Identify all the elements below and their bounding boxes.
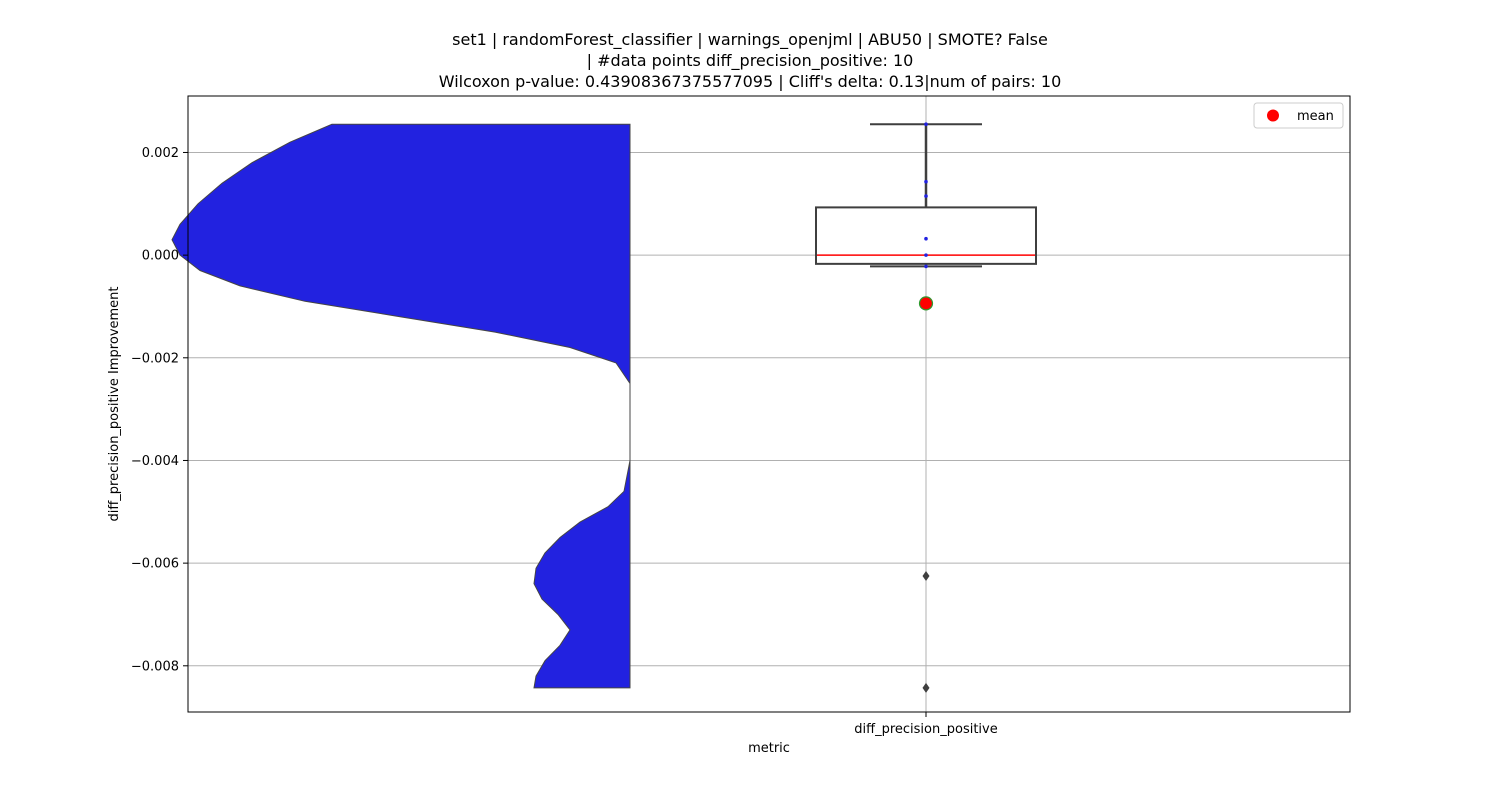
chart-title-line-3: Wilcoxon p-value: 0.43908367375577095 | … xyxy=(438,72,1062,91)
y-tick-label: −0.002 xyxy=(131,351,179,366)
legend-frame xyxy=(1253,102,1344,129)
axis-layer: 0.002 0.000 −0.002 −0.004 −0.006 −0.008 diff_p… xyxy=(131,146,998,737)
y-tick-label: 0.002 xyxy=(142,146,179,161)
legend: mean xyxy=(1253,102,1344,129)
data-point xyxy=(924,179,928,184)
y-axis-label: diff_precision_positive Improvement xyxy=(107,286,122,521)
box-layer xyxy=(815,122,1037,693)
mean-marker xyxy=(918,296,934,311)
data-point xyxy=(924,264,928,269)
x-axis-label: metric xyxy=(748,741,790,756)
data-point xyxy=(924,236,928,241)
y-tick-label: −0.004 xyxy=(131,454,179,469)
plot-frame xyxy=(187,95,1351,713)
violin-body xyxy=(171,123,631,689)
chart-title-line-2: | #data points diff_precision_positive: … xyxy=(586,51,914,70)
legend-mean-marker xyxy=(1267,109,1279,122)
chart-title-line-1: set1 | randomForest_classifier | warning… xyxy=(452,30,1048,49)
outlier-point xyxy=(922,570,930,581)
outlier-point xyxy=(922,682,930,693)
data-point xyxy=(924,253,928,257)
x-tick-label: diff_precision_positive xyxy=(854,722,997,737)
y-tick-label: −0.008 xyxy=(131,659,179,674)
data-point xyxy=(924,194,928,198)
y-tick-label: −0.006 xyxy=(131,557,179,572)
legend-mean-label: mean xyxy=(1297,109,1334,124)
y-tick-label: 0.000 xyxy=(142,249,179,264)
violin-layer xyxy=(171,123,631,689)
data-point xyxy=(924,122,928,127)
